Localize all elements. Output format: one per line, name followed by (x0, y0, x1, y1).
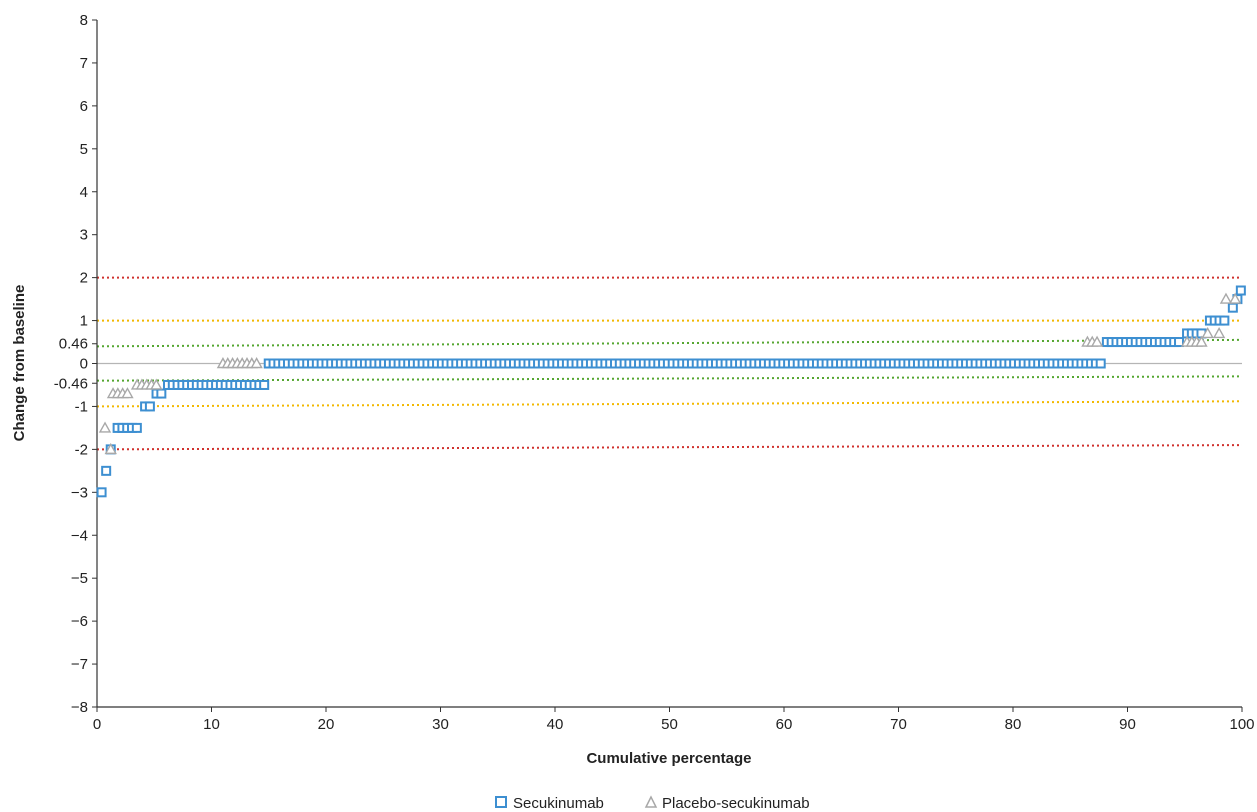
secukinumab-point (1235, 285, 1246, 296)
placebo-secukinumab-point (104, 442, 117, 455)
placebo-secukinumab-point (250, 357, 263, 369)
y-axis-title: Change from baseline (11, 285, 28, 442)
placebo-secukinumab-point (1228, 292, 1242, 304)
y-tick-label: 8 (80, 12, 88, 29)
reference-line-1 (96, 444, 1243, 451)
y-tick-label: 3 (80, 227, 88, 244)
y-tick-label: 4 (80, 184, 88, 201)
y-tick-label: −7 (71, 656, 88, 673)
data-points (96, 285, 1246, 498)
axes (92, 19, 1243, 712)
y-tick-label: −4 (71, 527, 88, 544)
series-placebo-secukinumab (98, 292, 1242, 455)
reference-line-3 (96, 400, 1243, 408)
series-secukinumab (96, 285, 1246, 498)
secukinumab-point (1174, 337, 1185, 348)
x-tick-label: 90 (1119, 716, 1136, 733)
x-tick-label: 70 (890, 716, 907, 733)
placebo-secukinumab-point (98, 421, 112, 433)
y-tick-label: -0.46 (54, 375, 88, 392)
x-tick-label: 20 (318, 716, 335, 733)
reference-line-4 (96, 338, 1243, 348)
legend-placebo-secukinumab-label: Placebo-secukinumab (662, 795, 810, 812)
secukinumab-point (156, 388, 167, 399)
y-tick-label: 1 (80, 313, 88, 330)
placebo-secukinumab-point (1090, 335, 1104, 347)
placebo-secukinumab-point (150, 378, 163, 390)
y-tick-label: 6 (80, 98, 88, 115)
secukinumab-point (1227, 302, 1238, 313)
secukinumab-point (1095, 358, 1106, 369)
x-tick-label: 40 (547, 716, 564, 733)
placebo-secukinumab-point (1201, 327, 1214, 339)
y-tick-label: −8 (71, 699, 88, 716)
x-tick-label: 30 (432, 716, 449, 733)
secukinumab-point (131, 422, 142, 433)
y-tick-label: -1 (75, 398, 88, 415)
y-tick-label: 0.46 (59, 336, 88, 353)
tick-labels: 0 10 20 30 40 50 60 70 80 90 100 8 7 6 5 4 3 2 1 0.46 0 -0.46… (54, 12, 1255, 733)
placebo-secukinumab-point (1195, 335, 1208, 347)
secukinumab-point (96, 487, 107, 498)
x-axis-title: Cumulative percentage (586, 750, 751, 767)
legend: Secukinumab Placebo-secukinumab (495, 795, 810, 812)
y-tick-label: -2 (75, 441, 88, 458)
secukinumab-point (144, 401, 155, 412)
x-tick-label: 60 (776, 716, 793, 733)
legend-secukinumab-label: Secukinumab (513, 795, 604, 812)
secukinumab-point (259, 379, 270, 390)
placebo-secukinumab-point (121, 387, 134, 399)
x-tick-label: 50 (661, 716, 678, 733)
x-tick-label: 10 (203, 716, 220, 733)
legend-placebo-secukinumab-icon (644, 795, 658, 808)
placebo-secukinumab-point (1219, 292, 1233, 304)
y-tick-label: 5 (80, 141, 88, 158)
y-tick-label: −5 (71, 570, 88, 587)
y-tick-label: 0 (80, 356, 88, 373)
secukinumab-point (1219, 315, 1230, 326)
y-tick-label: −3 (71, 484, 88, 501)
x-tick-label: 0 (93, 716, 101, 733)
x-tick-label: 80 (1005, 716, 1022, 733)
reference-line-5 (96, 375, 1243, 382)
x-tick-label: 100 (1229, 716, 1254, 733)
y-tick-label: −6 (71, 613, 88, 630)
secukinumab-point (101, 465, 112, 476)
legend-secukinumab-icon (495, 796, 507, 808)
y-tick-label: 7 (80, 55, 88, 72)
y-tick-label: 2 (80, 270, 88, 287)
placebo-secukinumab-point (1212, 327, 1226, 339)
